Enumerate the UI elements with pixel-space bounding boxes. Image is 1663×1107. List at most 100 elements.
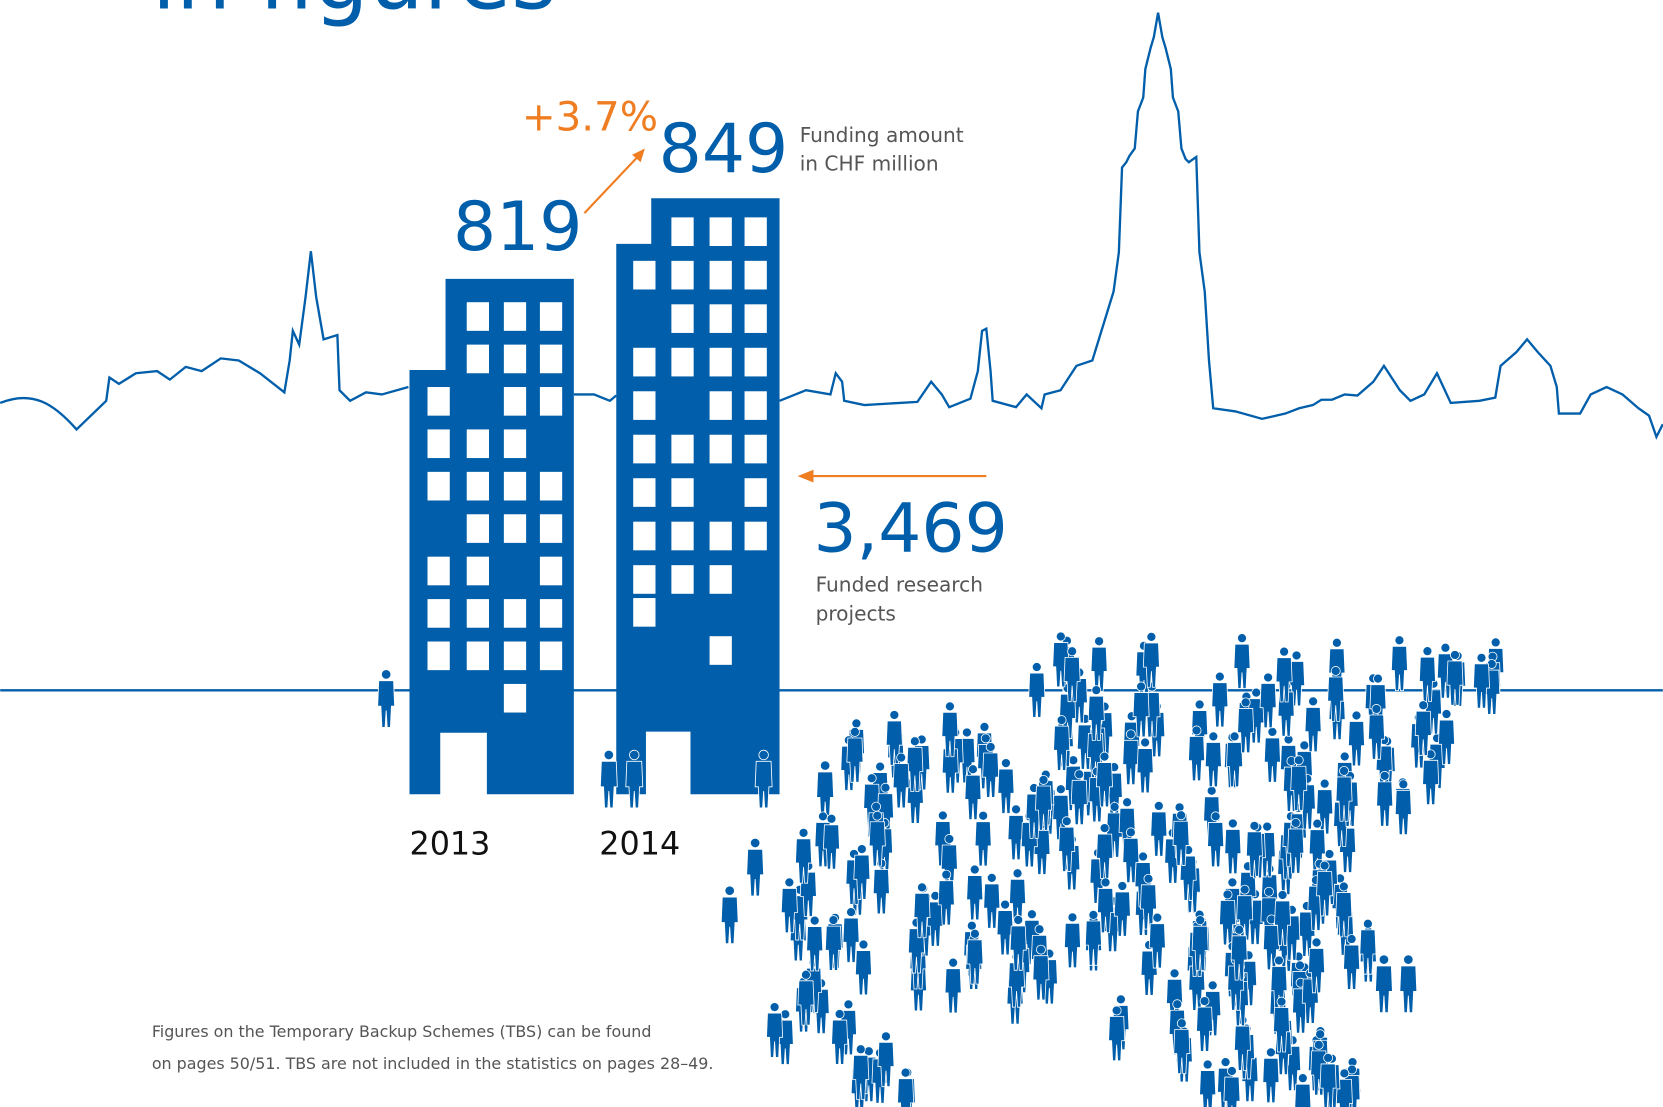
person-body [1375, 966, 1392, 1013]
window [745, 435, 767, 464]
person-head [1209, 732, 1218, 741]
person-head [1177, 1019, 1186, 1028]
person-head [962, 728, 971, 737]
person-head [1203, 1060, 1212, 1069]
person [1234, 634, 1250, 689]
window [504, 514, 526, 543]
person-body [873, 870, 889, 914]
person-head [901, 1068, 910, 1077]
person-head [1419, 701, 1428, 710]
window [745, 261, 767, 290]
person-head [1036, 945, 1045, 954]
person-head [1332, 638, 1341, 647]
person-head [1032, 662, 1041, 671]
person-head [1314, 1040, 1323, 1049]
window [467, 302, 489, 331]
person-body [832, 1020, 848, 1064]
person-head [1075, 770, 1084, 779]
person-head [1320, 861, 1329, 870]
person-body [817, 772, 834, 819]
projects-value: 3,469 [813, 489, 1007, 568]
person-body [898, 1079, 914, 1107]
person-head [1118, 881, 1127, 890]
person-head [1477, 653, 1486, 662]
funding-2014: 849 [659, 110, 789, 189]
person-body [893, 764, 909, 808]
window [745, 522, 767, 551]
person [1225, 819, 1241, 874]
year-label: 2013 [409, 825, 490, 863]
person-head [852, 719, 861, 728]
window [710, 522, 732, 551]
person-head [1373, 674, 1382, 683]
infographic: in figures +3.7% 849 Funding amount in C… [0, 0, 1663, 1107]
person-head [987, 873, 996, 882]
window [633, 261, 655, 290]
growth-label: +3.7% [522, 93, 658, 140]
window [504, 345, 526, 374]
person-head [1230, 732, 1239, 741]
person-head [750, 838, 760, 848]
person-head [1144, 874, 1153, 883]
projects-caption: Funded research [816, 573, 983, 597]
person-head [1223, 890, 1232, 899]
person [967, 865, 983, 920]
person-head [1089, 910, 1098, 919]
window [745, 391, 767, 420]
person [1151, 801, 1167, 856]
person-head [856, 1045, 865, 1054]
person-head [1123, 798, 1132, 807]
person-head [881, 1032, 890, 1041]
person-head [873, 811, 882, 820]
person-head [970, 929, 979, 938]
person [747, 838, 764, 896]
person-body [967, 876, 983, 920]
person [1064, 913, 1080, 968]
person [1212, 672, 1228, 727]
person-head [1331, 666, 1340, 675]
person-head [1228, 878, 1237, 887]
person-body [626, 761, 643, 808]
window [633, 565, 655, 594]
person-body [945, 969, 961, 1013]
person-body [721, 897, 738, 944]
window [467, 514, 489, 543]
window [540, 302, 562, 331]
window [428, 599, 450, 628]
window [504, 472, 526, 501]
person-head [938, 811, 947, 820]
window [540, 345, 562, 374]
person-head [1100, 752, 1109, 761]
window [710, 348, 732, 377]
person-head [1221, 1058, 1230, 1067]
person-head [1147, 632, 1156, 641]
person-head [1295, 961, 1304, 970]
person [975, 811, 991, 866]
person-head [827, 814, 836, 823]
window [745, 478, 767, 507]
person-head [1450, 650, 1459, 659]
person-head [917, 883, 926, 892]
person-head [876, 762, 885, 771]
person-head [1207, 786, 1216, 795]
window [745, 348, 767, 377]
person-head [1208, 981, 1217, 990]
person-head [1095, 637, 1104, 646]
person-head [1141, 738, 1150, 747]
window [710, 391, 732, 420]
window [504, 642, 526, 671]
person-head [1340, 1069, 1349, 1078]
window [540, 514, 562, 543]
person-body [1263, 1058, 1279, 1102]
window [710, 261, 732, 290]
person-head [770, 1003, 779, 1012]
person-head [1274, 956, 1283, 965]
person-head [968, 765, 977, 774]
person [1200, 1060, 1216, 1107]
title: in figures [152, 0, 557, 29]
person-head [1012, 805, 1021, 814]
person-body [1071, 780, 1087, 824]
person-head [1325, 849, 1334, 858]
person-head [818, 812, 827, 821]
person-head [829, 916, 838, 925]
